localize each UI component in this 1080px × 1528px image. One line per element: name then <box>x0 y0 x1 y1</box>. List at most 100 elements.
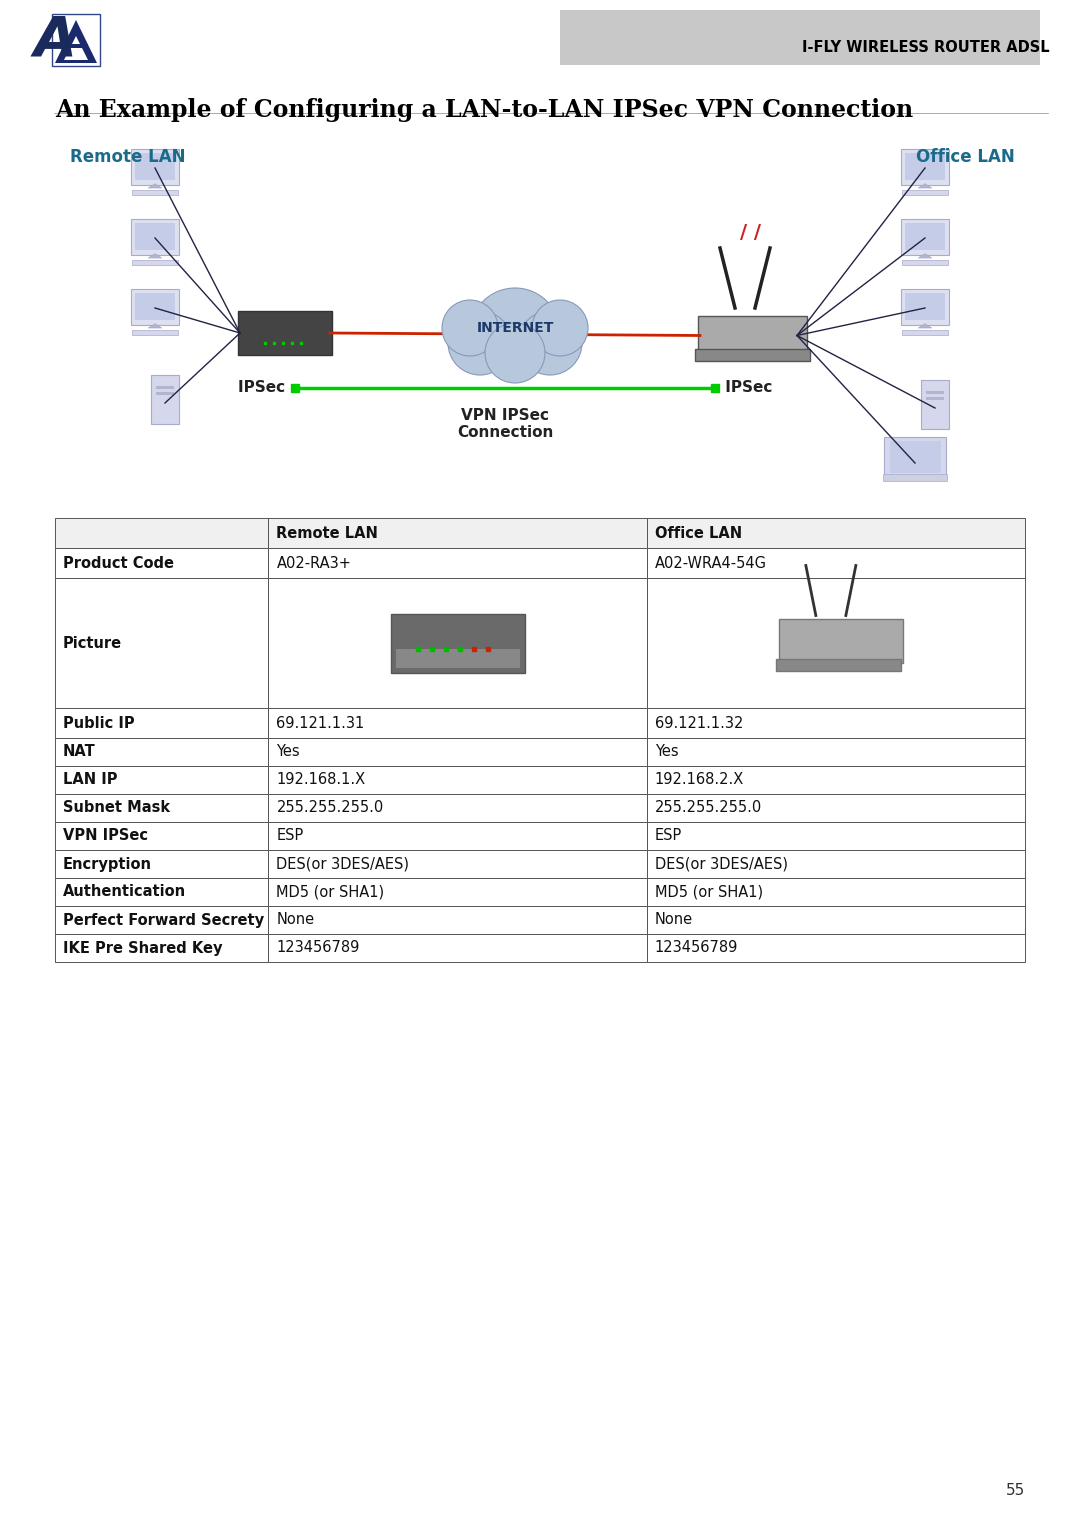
FancyBboxPatch shape <box>131 148 179 185</box>
Text: A02-WRA4-54G: A02-WRA4-54G <box>654 556 767 570</box>
FancyBboxPatch shape <box>885 437 946 477</box>
Text: MD5 (or SHA1): MD5 (or SHA1) <box>276 885 384 900</box>
FancyBboxPatch shape <box>269 795 647 822</box>
Text: 192.168.2.X: 192.168.2.X <box>654 773 744 787</box>
FancyBboxPatch shape <box>269 879 647 906</box>
Text: / /: / / <box>740 223 760 243</box>
Polygon shape <box>148 254 162 258</box>
Text: ESP: ESP <box>276 828 303 843</box>
FancyBboxPatch shape <box>269 707 647 738</box>
Bar <box>156 385 174 390</box>
Text: 55: 55 <box>1005 1484 1025 1497</box>
Text: A: A <box>33 14 77 67</box>
Text: DES(or 3DES/AES): DES(or 3DES/AES) <box>276 857 409 871</box>
Circle shape <box>442 299 498 356</box>
FancyBboxPatch shape <box>901 219 949 255</box>
Polygon shape <box>148 183 162 188</box>
Polygon shape <box>148 324 162 329</box>
FancyBboxPatch shape <box>55 906 269 934</box>
FancyBboxPatch shape <box>55 518 269 549</box>
Circle shape <box>485 322 545 384</box>
Bar <box>156 391 174 394</box>
FancyBboxPatch shape <box>647 934 1025 963</box>
FancyBboxPatch shape <box>647 707 1025 738</box>
FancyBboxPatch shape <box>55 934 269 963</box>
FancyBboxPatch shape <box>921 380 948 429</box>
FancyBboxPatch shape <box>395 649 519 668</box>
FancyBboxPatch shape <box>55 549 269 578</box>
FancyBboxPatch shape <box>647 549 1025 578</box>
FancyBboxPatch shape <box>55 707 269 738</box>
Text: 123456789: 123456789 <box>654 941 738 955</box>
Text: None: None <box>654 912 693 927</box>
Text: INTERNET: INTERNET <box>476 321 554 335</box>
FancyBboxPatch shape <box>238 312 332 354</box>
Text: DES(or 3DES/AES): DES(or 3DES/AES) <box>654 857 787 871</box>
FancyBboxPatch shape <box>905 223 945 251</box>
Text: VPN IPSec
Connection: VPN IPSec Connection <box>457 408 553 440</box>
Text: Office LAN: Office LAN <box>654 526 742 541</box>
Text: Product Code: Product Code <box>63 556 174 570</box>
Text: IPSec: IPSec <box>720 380 772 396</box>
FancyBboxPatch shape <box>55 766 269 795</box>
Text: An Example of Configuring a LAN-to-LAN IPSec VPN Connection: An Example of Configuring a LAN-to-LAN I… <box>55 98 913 122</box>
Text: I-FLY WIRELESS ROUTER ADSL: I-FLY WIRELESS ROUTER ADSL <box>802 41 1050 55</box>
FancyBboxPatch shape <box>132 260 178 264</box>
FancyBboxPatch shape <box>55 822 269 850</box>
Circle shape <box>532 299 588 356</box>
FancyBboxPatch shape <box>52 14 100 66</box>
Text: NAT: NAT <box>63 744 96 759</box>
Text: 192.168.1.X: 192.168.1.X <box>276 773 365 787</box>
FancyBboxPatch shape <box>269 549 647 578</box>
FancyBboxPatch shape <box>55 879 269 906</box>
FancyBboxPatch shape <box>55 850 269 879</box>
FancyBboxPatch shape <box>269 906 647 934</box>
Text: Yes: Yes <box>276 744 300 759</box>
FancyBboxPatch shape <box>561 11 1040 66</box>
FancyBboxPatch shape <box>901 289 949 325</box>
FancyBboxPatch shape <box>131 289 179 325</box>
Circle shape <box>448 312 512 374</box>
Text: Picture: Picture <box>63 636 122 651</box>
FancyBboxPatch shape <box>775 659 901 671</box>
FancyBboxPatch shape <box>902 260 948 264</box>
Text: LAN IP: LAN IP <box>63 773 118 787</box>
FancyBboxPatch shape <box>269 822 647 850</box>
Text: 69.121.1.32: 69.121.1.32 <box>654 715 743 730</box>
FancyBboxPatch shape <box>55 795 269 822</box>
FancyBboxPatch shape <box>696 348 810 361</box>
FancyBboxPatch shape <box>890 442 941 472</box>
Text: Yes: Yes <box>654 744 678 759</box>
Circle shape <box>470 287 561 377</box>
Circle shape <box>518 312 582 374</box>
FancyBboxPatch shape <box>779 619 903 663</box>
FancyBboxPatch shape <box>647 906 1025 934</box>
FancyBboxPatch shape <box>902 189 948 194</box>
Text: IPSec: IPSec <box>238 380 291 396</box>
Text: Authentication: Authentication <box>63 885 186 900</box>
Text: IKE Pre Shared Key: IKE Pre Shared Key <box>63 941 222 955</box>
FancyBboxPatch shape <box>151 376 179 423</box>
FancyBboxPatch shape <box>269 934 647 963</box>
Text: VPN IPSec: VPN IPSec <box>63 828 148 843</box>
FancyBboxPatch shape <box>269 766 647 795</box>
Text: ESP: ESP <box>654 828 681 843</box>
FancyBboxPatch shape <box>647 738 1025 766</box>
Text: None: None <box>276 912 314 927</box>
FancyBboxPatch shape <box>647 850 1025 879</box>
Text: Subnet Mask: Subnet Mask <box>63 801 171 816</box>
Text: 255.255.255.0: 255.255.255.0 <box>654 801 762 816</box>
Text: Remote LAN: Remote LAN <box>276 526 378 541</box>
Text: Remote LAN: Remote LAN <box>70 148 186 167</box>
Text: Encryption: Encryption <box>63 857 152 871</box>
FancyBboxPatch shape <box>905 153 945 180</box>
Polygon shape <box>918 183 932 188</box>
Text: 69.121.1.31: 69.121.1.31 <box>276 715 365 730</box>
Polygon shape <box>918 254 932 258</box>
FancyBboxPatch shape <box>132 330 178 335</box>
FancyBboxPatch shape <box>902 330 948 335</box>
FancyBboxPatch shape <box>135 293 175 321</box>
FancyBboxPatch shape <box>55 738 269 766</box>
FancyBboxPatch shape <box>55 578 269 707</box>
Bar <box>64 44 87 47</box>
